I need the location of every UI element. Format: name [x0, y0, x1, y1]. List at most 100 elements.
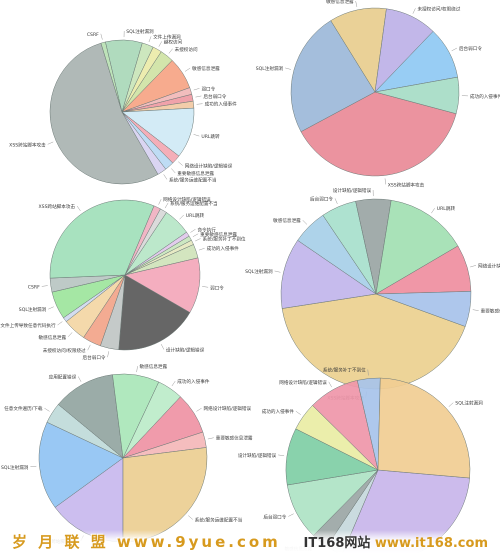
pie-3-label-2: 后台弱口令 [83, 354, 106, 361]
pie-2-slice-6 [374, 76, 460, 115]
pie-1-label-14: 系统/服务运维配置不当 [169, 176, 217, 183]
pie-5-slice-2 [38, 421, 124, 508]
pie-1-label-9: 后台弱口令 [203, 93, 226, 100]
pie-4-label-7: 网络设计缺陷/逻辑错误 [478, 262, 500, 269]
pie-4-label-5: 设计缺陷/逻辑错误 [333, 187, 372, 194]
pie-3-slice-8 [49, 199, 155, 279]
pie-1-label-11: URL跳转 [201, 133, 220, 140]
pie-6-leader-4 [288, 513, 294, 517]
pie-chart-4: XSS跨站脚本攻击SQL注射漏洞敏感信息泄露后台弱口令设计缺陷/逻辑错误URL跳… [245, 187, 500, 401]
pie-3-leader-10 [164, 202, 169, 209]
pie-5-label-6: 成功的入侵事件 [177, 378, 210, 385]
pie-3-leader-2 [107, 351, 110, 358]
pie-chart-6: XSS跨站脚本攻击应用配置错误敏感信息泄露后台弱口令设计缺陷/逻辑错误成功的入侵… [238, 367, 483, 553]
pie-6-leader-5 [278, 454, 285, 457]
pie-5-label-8: 重要敏感信息泄露 [216, 435, 253, 442]
pie-1-label-12: 网络设计缺陷/逻辑错误 [185, 163, 233, 170]
pie-1-leader-7 [184, 67, 191, 72]
pie-4-leader-3 [302, 220, 308, 225]
pie-1-leader-14 [163, 174, 168, 180]
pie-5-label-2: SQL注射漏洞 [1, 464, 29, 471]
pie-3-leader-8 [76, 205, 81, 212]
pie-4-leader-2 [274, 270, 281, 273]
pie-3-label-14: 系统/服务补丁不到位 [203, 235, 246, 242]
pie-2-leader-4 [412, 8, 416, 14]
pie-3-leader-1 [160, 344, 165, 350]
pie-3-slice-16 [124, 257, 201, 313]
pie-1-leader-6 [168, 48, 173, 54]
pie-6-leader-9 [448, 402, 454, 407]
pie-5-leader-4 [77, 376, 82, 382]
pie-1-label-3: SQL注射漏洞 [126, 28, 154, 35]
pie-2-label-3: 敏感信息泄露 [326, 0, 354, 5]
pie-6-label-6: 成功的入侵事件 [262, 408, 295, 415]
pie-3-leader-13 [192, 233, 199, 237]
pie-4-leader-4 [334, 198, 338, 205]
pie-4-leader-8 [472, 309, 479, 311]
pie-6-label-8: 系统/服务补丁不到位 [323, 367, 366, 374]
pie-4-label-6: URL跳转 [437, 205, 456, 212]
pie-1-leader-2 [100, 33, 103, 40]
pie-2-leader-2 [285, 67, 292, 70]
pie-2-slice-1 [300, 91, 457, 177]
pie-3-label-10: 系统/服务运维配置不当 [170, 200, 218, 207]
pie-5-leader-5 [136, 366, 138, 373]
pie-3-label-12: 命令执行 [197, 226, 216, 233]
pie-1-label-13: 重要敏感信息泄露 [177, 170, 214, 177]
pie-4-label-3: 敏感信息泄露 [273, 217, 301, 224]
pie-3-leader-12 [190, 229, 196, 233]
pie-5-label-9: 系统/服务运维配置不当 [195, 517, 243, 524]
pie-5-leader-3 [44, 407, 50, 412]
watermark-it168-prefix: IT168网站 [303, 536, 371, 551]
pie-4-leader-6 [431, 208, 435, 214]
watermark-it168: IT168网站 www.it168.com [304, 532, 488, 551]
pie-1-leader-9 [195, 95, 202, 98]
pie-5-label-7: 网络设计缺陷/逻辑错误 [204, 405, 252, 412]
pie-3-label-4: 敏感信息泄露 [39, 334, 67, 341]
pie-1-leader-4 [148, 36, 152, 43]
pie-1-leader-10 [196, 103, 203, 105]
pie-3-leader-6 [48, 306, 54, 310]
pie-6-label-5: 设计缺陷/逻辑错误 [238, 452, 277, 459]
pie-chart-1: XSS跨站脚本攻击 CSRF SQL注射漏洞文件上传漏洞越权访问未授权访问敏感信息泄… [9, 28, 237, 185]
watermark-it168-site: www.it168.com [374, 536, 488, 551]
pie-2-label-5: 后台弱口令 [459, 45, 482, 52]
pie-5-leader-9 [188, 515, 193, 520]
pie-5-slice-9 [122, 447, 208, 543]
pie-2-label-6: 成功的入侵事件 [470, 93, 500, 100]
pie-3-leader-16 [202, 286, 209, 288]
pie-1-slice-14 [121, 111, 167, 175]
pie-6-label-9: SQL注射漏洞 [455, 400, 483, 407]
pie-3-leader-3 [87, 344, 91, 351]
pie-1-leader-8 [193, 88, 200, 91]
pie-4-label-2: SQL注射漏洞 [245, 268, 273, 275]
pie-2-leader-5 [451, 47, 458, 52]
pie-2-leader-3 [355, 0, 358, 7]
pie-6-leader-6 [295, 411, 301, 415]
pie-5-leader-8 [207, 437, 214, 440]
pie-4-slice-2 [280, 239, 377, 309]
pie-4-label-4: 后台弱口令 [310, 195, 333, 202]
pie-3-leader-11 [179, 214, 184, 220]
pie-4-slice-6 [375, 199, 459, 295]
pie-3-leader-9 [158, 199, 162, 205]
pie-3-label-16: 弱口令 [210, 284, 224, 291]
pie-3-label-6: SQL注射漏洞 [19, 306, 47, 313]
pie-3-label-8: XSS跨站脚本攻击 [39, 203, 76, 210]
pie-1-slice-1 [49, 42, 159, 185]
pie-5-leader-6 [171, 380, 176, 387]
pie-1-label-5: 越权访问 [164, 38, 183, 45]
pie-chart-2: XSS跨站脚本攻击 SQL注射漏洞 敏感信息泄露未授权访问/权限绕过后台弱口令成功的… [256, 0, 500, 188]
pie-3-label-9: 网络设计缺陷/逻辑错误 [163, 196, 211, 203]
pie-6-leader-8 [367, 369, 369, 376]
pie-3-leader-7 [41, 285, 48, 287]
pie-5-slice-4 [57, 374, 124, 459]
pie-6-label-7: 网络设计缺陷/逻辑错误 [279, 379, 327, 386]
pie-2-label-4: 未授权访问/权限绕过 [417, 5, 460, 12]
pie-3-label-3: 未授权访问/权限绕过 [43, 347, 86, 354]
pie-1-label-1: XSS跨站脚本攻击 [9, 141, 46, 148]
pie-2-label-2: SQL注射漏洞 [256, 65, 284, 72]
pie-5-label-4: 应用配置错误 [49, 374, 77, 381]
